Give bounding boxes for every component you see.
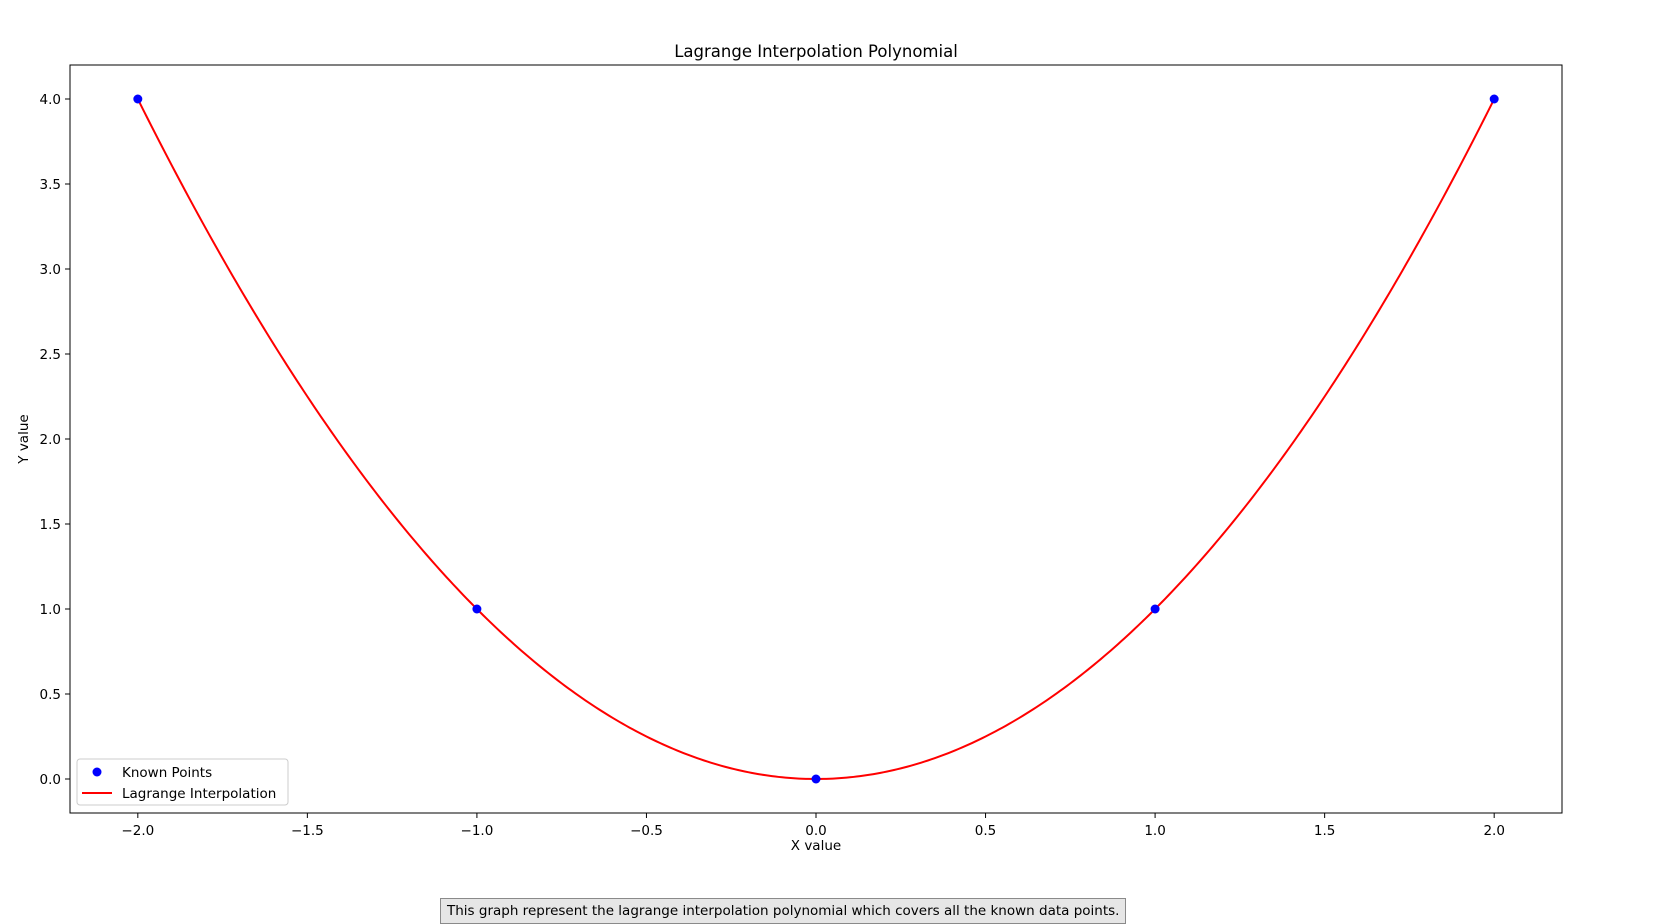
legend-label: Known Points [122,765,212,781]
legend-label: Lagrange Interpolation [122,786,276,802]
x-tick-label: 0.5 [975,823,996,839]
y-tick-label: 2.5 [40,347,61,363]
caption-box: This graph represent the lagrange interp… [440,898,1127,924]
x-tick-label: 1.0 [1144,823,1165,839]
data-point-known [472,604,482,614]
x-tick-label: −0.5 [630,823,663,839]
x-axis: −2.0 −1.5 −1.0 −0.5 0.0 0.5 1.0 1.5 2.0 [121,813,1505,839]
y-tick-label: 2.0 [40,432,61,448]
y-tick-label: 3.5 [40,177,61,193]
y-tick-label: 1.5 [40,517,61,533]
x-tick-label: 2.0 [1483,823,1504,839]
y-tick-label: 3.0 [40,262,61,278]
plot-area [70,65,1562,813]
y-tick-label: 1.0 [40,602,61,618]
x-tick-label: −2.0 [121,823,154,839]
data-point-known [133,94,143,104]
y-tick-label: 0.0 [40,772,61,788]
x-axis-label: X value [791,838,841,854]
series-layer [133,94,1499,784]
x-tick-label: 1.5 [1314,823,1335,839]
legend-marker-known-points [92,767,102,777]
y-axis: 0.0 0.5 1.0 1.5 2.0 2.5 3.0 3.5 4.0 [40,92,70,788]
x-tick-label: −1.0 [461,823,494,839]
y-axis-label: Y value [16,414,32,464]
plot-frame [69,64,1563,814]
y-tick-label: 0.5 [40,687,61,703]
chart-title: Lagrange Interpolation Polynomial [674,42,958,61]
data-point-known [1150,604,1160,614]
data-point-known [811,774,821,784]
x-tick-label: 0.0 [805,823,826,839]
data-point-known [1489,94,1499,104]
y-tick-label: 4.0 [40,92,61,108]
legend: Known Points Lagrange Interpolation [76,758,289,806]
legend-box [76,758,289,806]
x-tick-label: −1.5 [291,823,324,839]
